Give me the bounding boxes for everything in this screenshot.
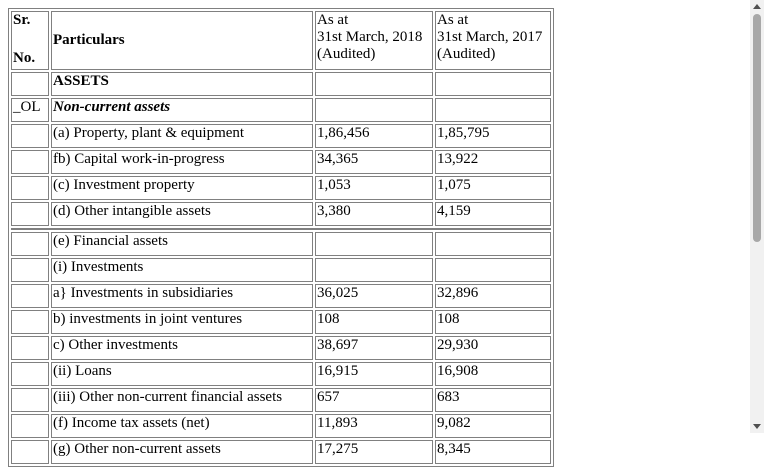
scroll-down-arrow-icon[interactable]: [753, 424, 761, 429]
sr-no-cell: [11, 72, 49, 96]
table-row: (ii) Loans 16,915 16,908: [11, 362, 551, 386]
scroll-up-arrow-icon[interactable]: [753, 4, 761, 9]
col-2017-header: As at 31st March, 2017 (Audited): [435, 11, 551, 70]
particulars-cell: (c) Investment property: [51, 176, 313, 200]
col-2018-header: As at 31st March, 2018 (Audited): [315, 11, 433, 70]
value-2017-cell: 29,930: [435, 336, 551, 360]
sr-header-line2: No.: [13, 50, 36, 66]
section-separator: [11, 228, 551, 230]
value-2017-cell: [435, 98, 551, 122]
sr-no-cell: [11, 440, 49, 464]
table-row: (e) Financial assets: [11, 232, 551, 256]
table-row: (d) Other intangible assets 3,380 4,159: [11, 202, 551, 226]
table-row: _OL Non-current assets: [11, 98, 551, 122]
vertical-scrollbar[interactable]: [750, 0, 764, 433]
value-2018-cell: 657: [315, 388, 433, 412]
value-2018-cell: 34,365: [315, 150, 433, 174]
value-2018-cell: 1,86,456: [315, 124, 433, 148]
table-row: ASSETS: [11, 72, 551, 96]
sr-no-cell: [11, 388, 49, 412]
col-2017-header-line2: 31st March, 2017: [437, 29, 543, 45]
sr-no-cell: [11, 336, 49, 360]
table-row: (c) Investment property 1,053 1,075: [11, 176, 551, 200]
value-2018-cell: 11,893: [315, 414, 433, 438]
value-2018-cell: 3,380: [315, 202, 433, 226]
particulars-cell: b) investments in joint ventures: [51, 310, 313, 334]
table-row: (i) Investments: [11, 258, 551, 282]
separator-line: [11, 228, 551, 230]
scrollbar-thumb[interactable]: [753, 14, 761, 242]
table-row: (iii) Other non-current financial assets…: [11, 388, 551, 412]
sr-no-cell: [11, 202, 49, 226]
table-row: (a) Property, plant & equipment 1,86,456 1…: [11, 124, 551, 148]
sr-no-header: Sr. No.: [11, 11, 49, 70]
particulars-cell: (ii) Loans: [51, 362, 313, 386]
col-2017-header-line3: (Audited): [437, 46, 496, 62]
particulars-cell: (f) Income tax assets (net): [51, 414, 313, 438]
col-2018-header-line3: (Audited): [317, 46, 376, 62]
balance-sheet-table: Sr. No. Particulars As at 31st March, 20…: [8, 8, 554, 467]
value-2018-cell: [315, 232, 433, 256]
value-2018-cell: 108: [315, 310, 433, 334]
particulars-cell: (i) Investments: [51, 258, 313, 282]
sr-no-cell: [11, 232, 49, 256]
value-2017-cell: 1,85,795: [435, 124, 551, 148]
col-2018-header-line2: 31st March, 2018: [317, 29, 423, 45]
value-2018-cell: 1,053: [315, 176, 433, 200]
sr-no-cell: [11, 176, 49, 200]
sr-no-cell: [11, 284, 49, 308]
particulars-cell: (a) Property, plant & equipment: [51, 124, 313, 148]
particulars-cell: c) Other investments: [51, 336, 313, 360]
sr-no-cell: [11, 150, 49, 174]
table-row: a} Investments in subsidiaries 36,025 32,8…: [11, 284, 551, 308]
value-2017-cell: 8,345: [435, 440, 551, 464]
particulars-cell: ASSETS: [51, 72, 313, 96]
sr-no-cell: [11, 414, 49, 438]
sr-no-cell: _OL: [11, 98, 49, 122]
value-2018-cell: [315, 98, 433, 122]
value-2018-cell: 36,025: [315, 284, 433, 308]
sr-no-cell: [11, 310, 49, 334]
sr-header-line1: Sr.: [13, 12, 31, 28]
table-row: c) Other investments 38,697 29,930: [11, 336, 551, 360]
value-2018-cell: [315, 72, 433, 96]
particulars-cell: a} Investments in subsidiaries: [51, 284, 313, 308]
value-2018-cell: [315, 258, 433, 282]
value-2017-cell: [435, 258, 551, 282]
value-2017-cell: [435, 232, 551, 256]
particulars-header: Particulars: [51, 11, 313, 70]
particulars-cell: (iii) Other non-current financial assets: [51, 388, 313, 412]
particulars-cell: (d) Other intangible assets: [51, 202, 313, 226]
sr-no-cell: [11, 362, 49, 386]
value-2017-cell: 683: [435, 388, 551, 412]
col-2017-header-line1: As at: [437, 12, 469, 28]
particulars-cell: Non-current assets: [51, 98, 313, 122]
table-row: (g) Other non-current assets 17,275 8,345: [11, 440, 551, 464]
financial-statement: Sr. No. Particulars As at 31st March, 20…: [8, 8, 554, 467]
particulars-cell: fb) Capital work-in-progress: [51, 150, 313, 174]
particulars-cell: (g) Other non-current assets: [51, 440, 313, 464]
value-2017-cell: [435, 72, 551, 96]
table-row: fb) Capital work-in-progress 34,365 13,922: [11, 150, 551, 174]
value-2017-cell: 13,922: [435, 150, 551, 174]
particulars-cell: (e) Financial assets: [51, 232, 313, 256]
value-2018-cell: 16,915: [315, 362, 433, 386]
header-row: Sr. No. Particulars As at 31st March, 20…: [11, 11, 551, 70]
value-2017-cell: 32,896: [435, 284, 551, 308]
value-2017-cell: 4,159: [435, 202, 551, 226]
value-2018-cell: 38,697: [315, 336, 433, 360]
sr-no-cell: [11, 258, 49, 282]
table-row: b) investments in joint ventures 108 108: [11, 310, 551, 334]
value-2017-cell: 16,908: [435, 362, 551, 386]
col-2018-header-line1: As at: [317, 12, 349, 28]
value-2017-cell: 1,075: [435, 176, 551, 200]
value-2018-cell: 17,275: [315, 440, 433, 464]
sr-no-cell: [11, 124, 49, 148]
value-2017-cell: 108: [435, 310, 551, 334]
table-row: (f) Income tax assets (net) 11,893 9,082: [11, 414, 551, 438]
value-2017-cell: 9,082: [435, 414, 551, 438]
